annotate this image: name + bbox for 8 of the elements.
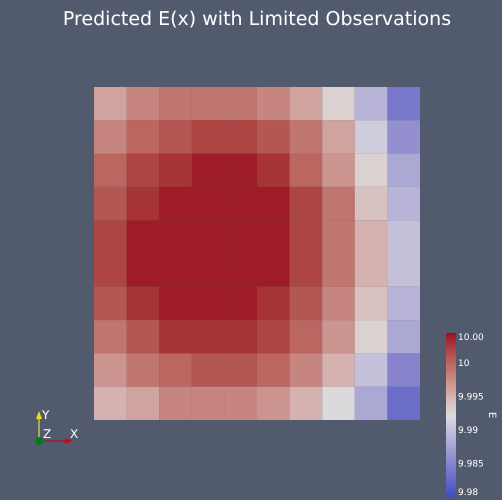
color-bar-label: 9.99 (458, 426, 478, 436)
color-bar-label: 9.985 (458, 460, 484, 470)
color-bar-label: 10.00 (458, 333, 484, 343)
color-bar-label: 9.98 (458, 488, 478, 498)
chart-title: Predicted E(x) with Limited Observations (62, 8, 452, 30)
color-bar-label: 9.995 (458, 392, 484, 403)
color-bar-title: E (486, 412, 497, 418)
color-bar-label: 10 (458, 359, 470, 370)
